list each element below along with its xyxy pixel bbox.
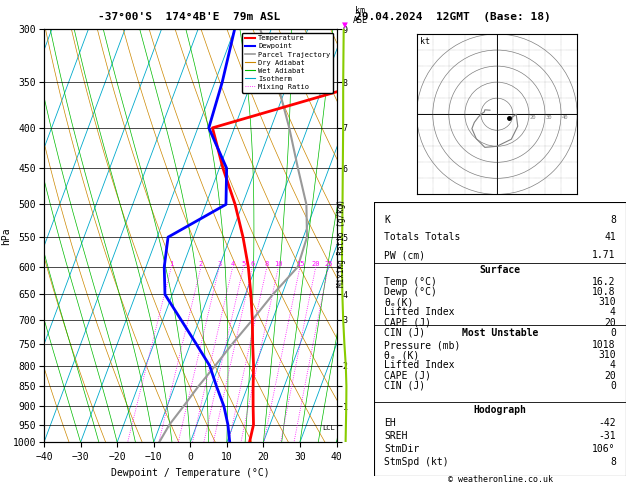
Text: LCL: LCL (322, 425, 335, 431)
Text: -37°00'S  174°4B'E  79m ASL: -37°00'S 174°4B'E 79m ASL (97, 12, 280, 22)
Text: 8: 8 (610, 457, 616, 467)
Text: θₑ(K): θₑ(K) (384, 297, 414, 307)
Text: 30: 30 (546, 115, 552, 120)
Text: -31: -31 (598, 431, 616, 441)
Text: Surface: Surface (479, 265, 521, 275)
Text: PW (cm): PW (cm) (384, 250, 425, 260)
Text: kt: kt (420, 36, 430, 46)
Text: 2: 2 (199, 261, 203, 267)
Text: CAPE (J): CAPE (J) (384, 317, 431, 328)
Text: 4: 4 (610, 360, 616, 370)
Text: © weatheronline.co.uk: © weatheronline.co.uk (448, 474, 552, 484)
Text: 29.04.2024  12GMT  (Base: 18): 29.04.2024 12GMT (Base: 18) (355, 12, 551, 22)
Text: -42: -42 (598, 418, 616, 428)
Text: 4: 4 (231, 261, 235, 267)
Text: SREH: SREH (384, 431, 408, 441)
Text: Totals Totals: Totals Totals (384, 232, 460, 243)
Text: 20: 20 (604, 370, 616, 381)
Text: 40: 40 (562, 115, 569, 120)
Y-axis label: km
ASL: km ASL (352, 6, 367, 25)
Text: 0: 0 (610, 328, 616, 338)
Text: EH: EH (384, 418, 396, 428)
Text: K: K (384, 214, 390, 225)
Text: Dewp (°C): Dewp (°C) (384, 287, 437, 297)
Text: 20: 20 (530, 115, 537, 120)
Text: 1.71: 1.71 (593, 250, 616, 260)
Text: 3: 3 (217, 261, 221, 267)
Text: Temp (°C): Temp (°C) (384, 277, 437, 287)
Text: 20: 20 (311, 261, 320, 267)
Text: 0: 0 (610, 381, 616, 391)
Text: Pressure (mb): Pressure (mb) (384, 340, 460, 350)
Text: 41: 41 (604, 232, 616, 243)
Text: 5: 5 (242, 261, 245, 267)
Text: Lifted Index: Lifted Index (384, 307, 455, 317)
Text: 10: 10 (274, 261, 282, 267)
Text: 8: 8 (265, 261, 269, 267)
Text: 25: 25 (324, 261, 333, 267)
Text: 106°: 106° (593, 444, 616, 454)
Text: 4: 4 (610, 307, 616, 317)
Text: Lifted Index: Lifted Index (384, 360, 455, 370)
Text: CAPE (J): CAPE (J) (384, 370, 431, 381)
Text: CIN (J): CIN (J) (384, 381, 425, 391)
Text: Mixing Ratio (g/kg): Mixing Ratio (g/kg) (337, 199, 345, 287)
Text: 1: 1 (169, 261, 174, 267)
Legend: Temperature, Dewpoint, Parcel Trajectory, Dry Adiabat, Wet Adiabat, Isotherm, Mi: Temperature, Dewpoint, Parcel Trajectory… (242, 33, 333, 93)
Text: 6: 6 (250, 261, 255, 267)
Text: 10.8: 10.8 (593, 287, 616, 297)
Text: 1018: 1018 (593, 340, 616, 350)
Text: 310: 310 (598, 297, 616, 307)
Text: 20: 20 (604, 317, 616, 328)
Text: StmSpd (kt): StmSpd (kt) (384, 457, 449, 467)
X-axis label: Dewpoint / Temperature (°C): Dewpoint / Temperature (°C) (111, 468, 270, 478)
Text: Most Unstable: Most Unstable (462, 328, 538, 338)
Text: θₑ (K): θₑ (K) (384, 350, 420, 360)
Text: 15: 15 (296, 261, 304, 267)
Text: Hodograph: Hodograph (474, 405, 526, 415)
Text: CIN (J): CIN (J) (384, 328, 425, 338)
Y-axis label: hPa: hPa (1, 227, 11, 244)
Text: 16.2: 16.2 (593, 277, 616, 287)
Text: ▼: ▼ (342, 19, 348, 29)
Text: 310: 310 (598, 350, 616, 360)
Text: StmDir: StmDir (384, 444, 420, 454)
Text: 8: 8 (610, 214, 616, 225)
